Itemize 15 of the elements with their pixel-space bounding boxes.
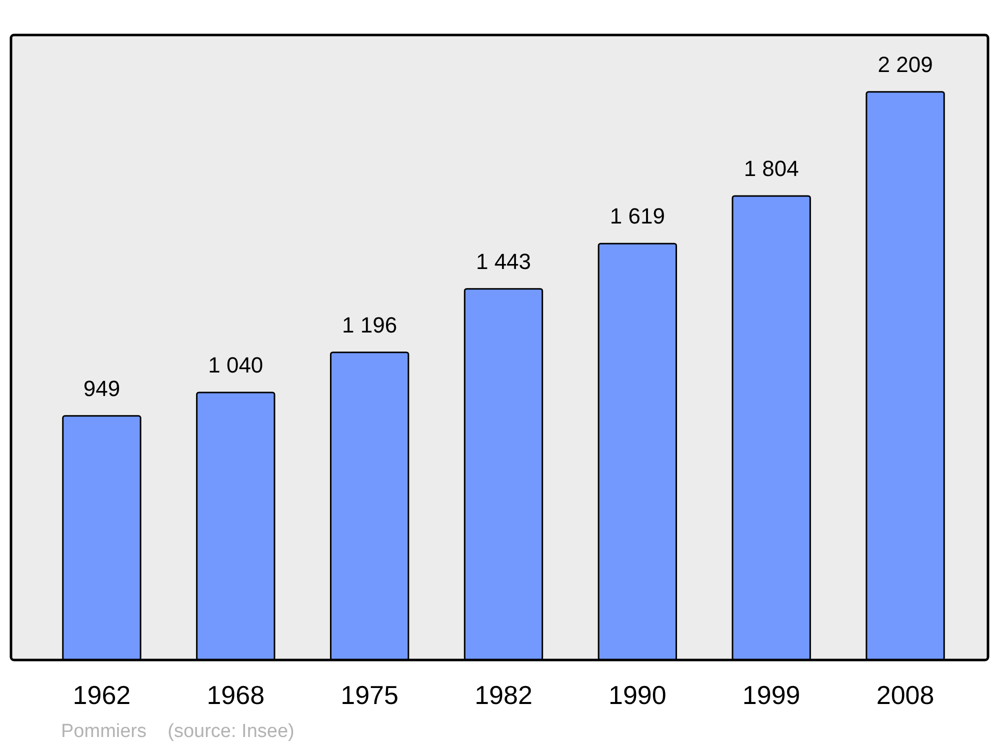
x-tick-label: 1962 [72,680,131,710]
x-tick-label: 1999 [742,680,800,710]
x-tick-label: 2008 [876,680,934,710]
x-tick-label: 1968 [206,680,265,710]
x-tick-label: 1975 [340,680,398,710]
data-label: 1 196 [342,312,398,338]
data-label: 1 040 [208,352,264,378]
data-label: 1 443 [476,248,532,274]
text: Pommiers (source: Insee) [61,721,294,742]
x-tick-label: 1982 [474,680,532,710]
x-tick-label: 1990 [608,680,666,710]
data-label: 2 209 [878,52,933,77]
data-label: 1 804 [744,156,799,181]
data-label: 949 [83,376,120,401]
data-label: 1 619 [610,204,665,229]
